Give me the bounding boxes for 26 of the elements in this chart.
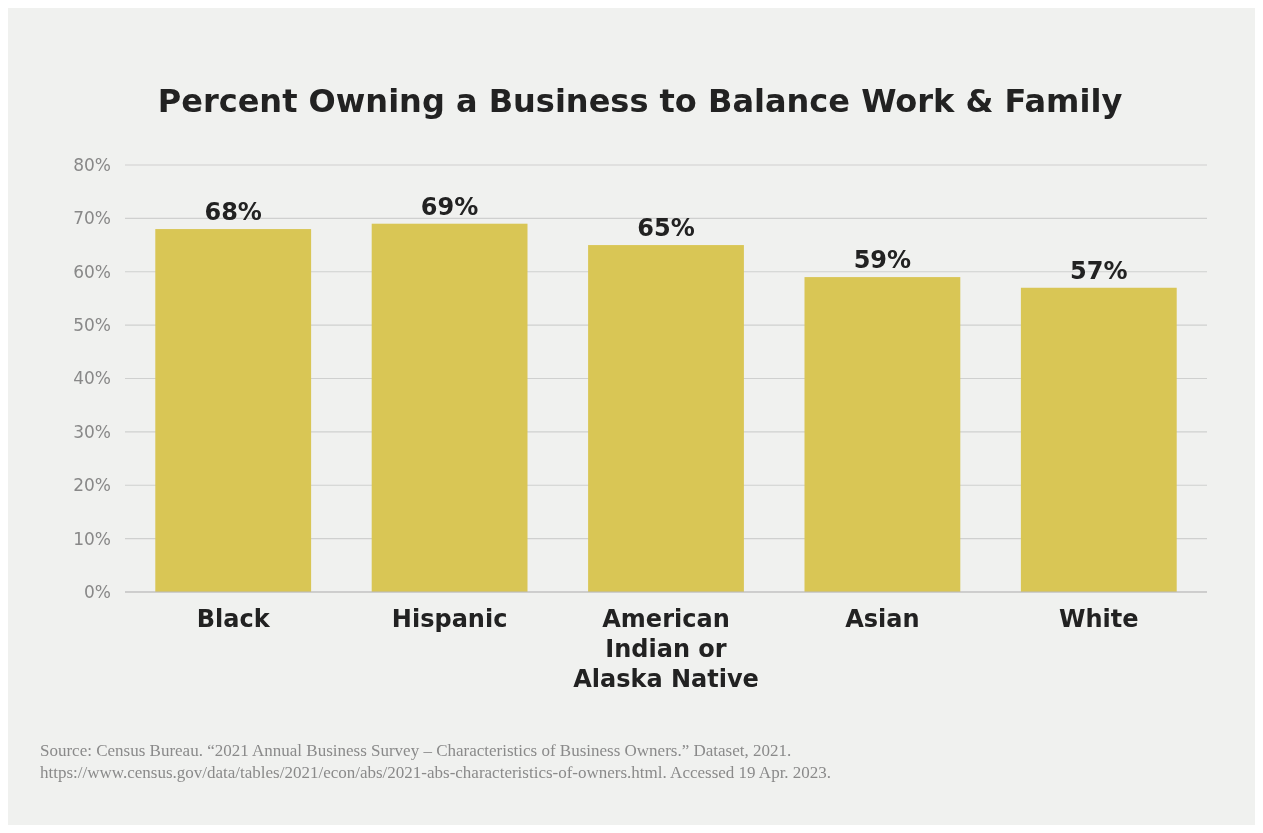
data-label: 57% — [1070, 256, 1128, 285]
bar — [371, 223, 528, 592]
data-label: 59% — [853, 246, 912, 275]
x-tick-label: American Indian or Alaska Native — [573, 605, 759, 694]
y-tick-label: 60% — [73, 261, 111, 282]
bar — [155, 229, 312, 592]
y-tick-label: 0% — [84, 581, 111, 602]
x-tick-label: White — [1059, 605, 1139, 634]
y-tick-label: 50% — [73, 315, 111, 336]
y-tick-label: 70% — [73, 208, 111, 229]
chart-title: Percent Owning a Business to Balance Work & Family — [157, 82, 1123, 120]
x-tick-label: Black — [196, 605, 271, 634]
data-label: 65% — [637, 214, 695, 243]
y-tick-label: 40% — [73, 368, 111, 389]
y-tick-label: 20% — [73, 475, 111, 496]
x-tick-label: Asian — [845, 605, 920, 634]
y-tick-label: 10% — [73, 528, 111, 549]
bar — [804, 277, 961, 592]
x-tick-label: Hispanic — [391, 605, 508, 634]
data-label: 69% — [420, 192, 479, 221]
y-tick-label: 80% — [73, 154, 111, 175]
data-label: 68% — [204, 198, 262, 227]
source-note: Source: Census Bureau. “2021 Annual Business Survey – Characteristics of Business Owners.” Dataset, 2021. https://www.census.gov/data/tables/2021/econ/abs/2021-abs-characteristics-of-owners.html. Accessed 19 Apr. 2023. — [40, 741, 832, 782]
bar — [588, 245, 744, 592]
bar — [1020, 287, 1177, 592]
y-tick-label: 30% — [73, 421, 111, 442]
